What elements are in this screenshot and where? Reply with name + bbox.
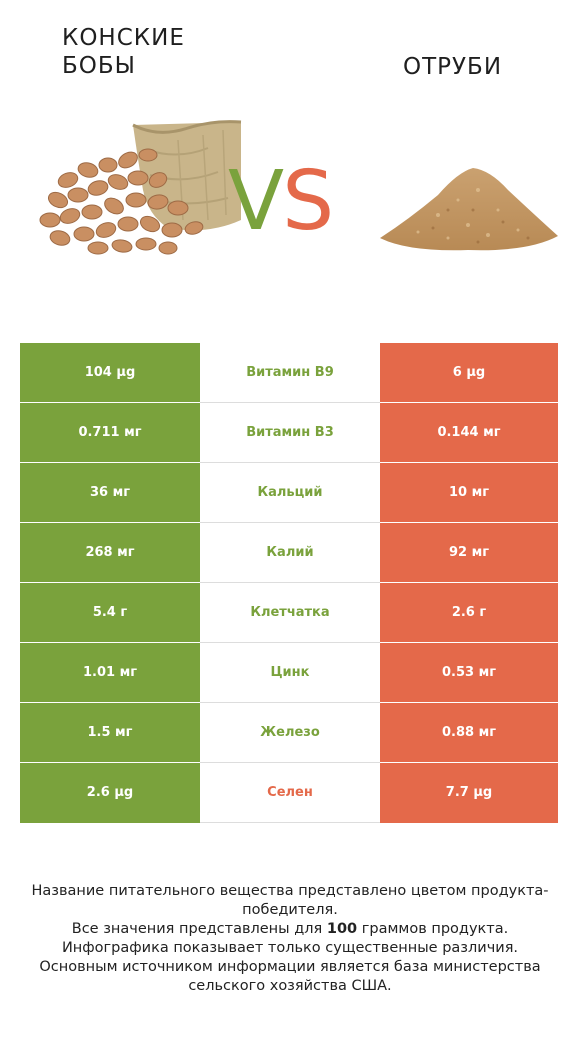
left-value: 5.4 г [20, 582, 200, 643]
vs-label: VS [228, 161, 334, 243]
comparison-row: 1.5 мг Железо 0.88 мг [20, 702, 558, 763]
left-value: 104 µg [20, 343, 200, 403]
left-value: 1.5 мг [20, 702, 200, 763]
nutrient-name: Клетчатка [200, 582, 380, 643]
right-food-title: ОТРУБИ [403, 54, 503, 80]
footnote-line-1: Название питательного вещества представл… [31, 883, 549, 918]
comparison-row: 104 µg Витамин B9 6 µg [20, 343, 558, 403]
comparison-row: 1.01 мг Цинк 0.53 мг [20, 642, 558, 703]
left-value: 268 мг [20, 522, 200, 583]
footnote: Название питательного вещества представл… [20, 882, 560, 996]
nutrient-name: Цинк [200, 642, 380, 703]
footnote-line-2-bold: 100 [326, 921, 358, 937]
comparison-row: 36 мг Кальций 10 мг [20, 462, 558, 523]
right-value: 0.88 мг [380, 702, 558, 763]
comparison-row: 268 мг Калий 92 мг [20, 522, 558, 583]
right-value: 6 µg [380, 343, 558, 403]
footnote-line-3: Инфографика показывает только существенн… [61, 940, 519, 956]
left-food-title: КОНСКИЕ БОБЫ [62, 25, 185, 79]
footnote-line-2-post: граммов продукта. [357, 921, 509, 937]
comparison-row: 0.711 мг Витамин B3 0.144 мг [20, 402, 558, 463]
bran-pile-image [380, 168, 558, 251]
left-value: 36 мг [20, 462, 200, 523]
vs-s: S [282, 154, 334, 249]
right-value: 92 мг [380, 522, 558, 583]
nutrient-name: Железо [200, 702, 380, 763]
vs-v: V [228, 154, 284, 249]
left-value: 1.01 мг [20, 642, 200, 703]
left-value: 0.711 мг [20, 402, 200, 463]
footnote-line-2: Все значения представлены для 100 граммо… [20, 920, 560, 939]
footnote-line-4: Основным источником информации является … [39, 959, 541, 994]
comparison-row: 5.4 г Клетчатка 2.6 г [20, 582, 558, 643]
right-value: 0.144 мг [380, 402, 558, 463]
nutrient-name: Кальций [200, 462, 380, 523]
nutrient-name: Витамин B9 [200, 343, 380, 403]
fava-beans-image [39, 120, 242, 255]
comparison-table: 104 µg Витамин B9 6 µg 0.711 мг Витамин B3 0.… [20, 343, 558, 823]
right-value: 0.53 мг [380, 642, 558, 703]
nutrient-name: Калий [200, 522, 380, 583]
comparison-row: 2.6 µg Селен 7.7 µg [20, 762, 558, 823]
footnote-line-2-pre: Все значения представлены для [71, 921, 327, 937]
nutrient-name: Селен [200, 762, 380, 823]
left-value: 2.6 µg [20, 762, 200, 823]
nutrient-name: Витамин B3 [200, 402, 380, 463]
right-value: 10 мг [380, 462, 558, 523]
right-value: 2.6 г [380, 582, 558, 643]
right-value: 7.7 µg [380, 762, 558, 823]
